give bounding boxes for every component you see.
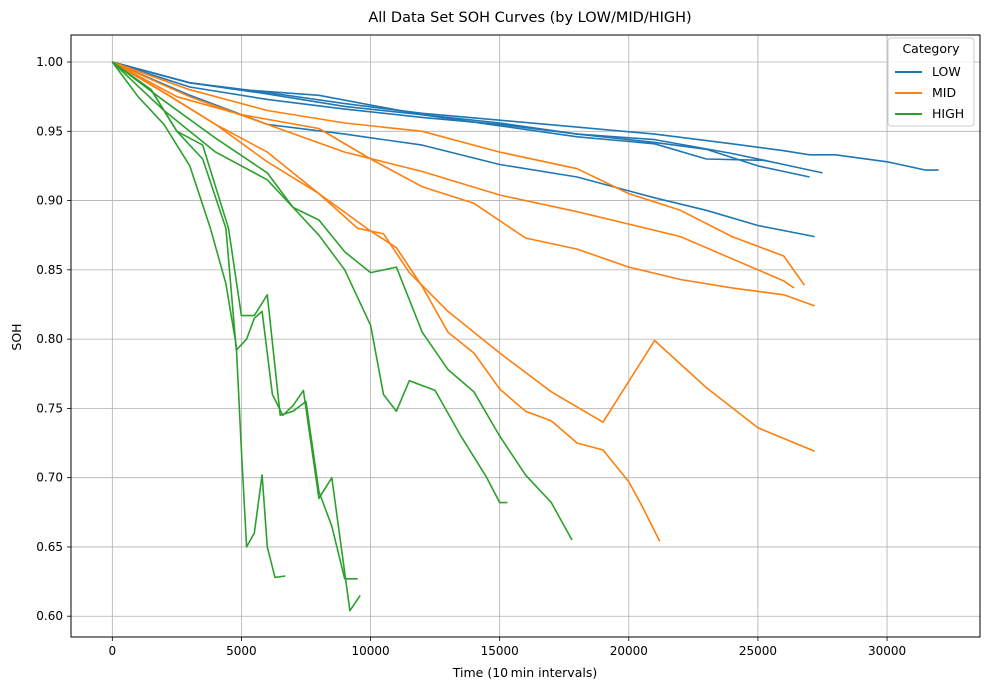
series-line-high: [111, 61, 361, 612]
x-axis-ticks: 0 5000 10000 15000 20000 25000 30000: [108, 637, 906, 658]
series-line-mid: [111, 61, 816, 453]
y-tick-label: 0.65: [36, 540, 63, 554]
series-line-mid: [111, 61, 795, 289]
plot-frame: [70, 34, 981, 638]
series-line-low: [112, 61, 766, 162]
y-tick-label: 0.60: [36, 609, 63, 623]
y-tick-label: 0.80: [36, 332, 63, 346]
series-line-mid: [111, 61, 661, 542]
series-line-high: [111, 61, 358, 580]
series-line-high: [111, 61, 573, 541]
series-line-high: [111, 61, 508, 504]
x-tick-label: 0: [108, 644, 116, 658]
series-line-low: [112, 61, 810, 178]
legend-box: [887, 37, 975, 127]
y-axis-ticks: 0.60 0.65 0.70 0.75 0.80 0.85 0.90 0.95 1.00: [36, 55, 71, 623]
series-line-low: [112, 61, 939, 171]
y-tick-label: 0.85: [36, 263, 63, 277]
y-tick-label: 0.90: [36, 194, 63, 208]
legend-title: Category: [902, 41, 960, 56]
legend-entries: LOW MID HIGH: [895, 64, 964, 121]
legend-label-high: HIGH: [932, 106, 964, 121]
chart-title: All Data Set SOH Curves (by LOW/MID/HIGH…: [368, 10, 691, 26]
x-tick-label: 10000: [351, 644, 389, 658]
series-line-mid: [112, 61, 806, 286]
series-line-high: [111, 61, 286, 579]
legend-label-low: LOW: [932, 64, 961, 79]
grid-lines: [71, 35, 980, 637]
x-tick-label: 30000: [868, 644, 906, 658]
y-tick-label: 0.75: [36, 401, 63, 415]
y-tick-label: 1.00: [36, 55, 63, 69]
x-tick-label: 25000: [739, 644, 777, 658]
x-tick-label: 15000: [481, 644, 519, 658]
y-tick-label: 0.95: [36, 124, 63, 138]
x-axis-label: Time (10 min intervals): [452, 665, 597, 680]
series-line-mid: [111, 61, 815, 307]
legend-label-mid: MID: [932, 85, 956, 100]
x-tick-label: 5000: [226, 644, 257, 658]
y-tick-label: 0.70: [36, 471, 63, 485]
y-axis-label: SOH: [9, 323, 24, 350]
series-lines: [111, 61, 939, 612]
legend: Category LOW MID HIGH: [887, 37, 975, 127]
x-tick-label: 20000: [610, 644, 648, 658]
